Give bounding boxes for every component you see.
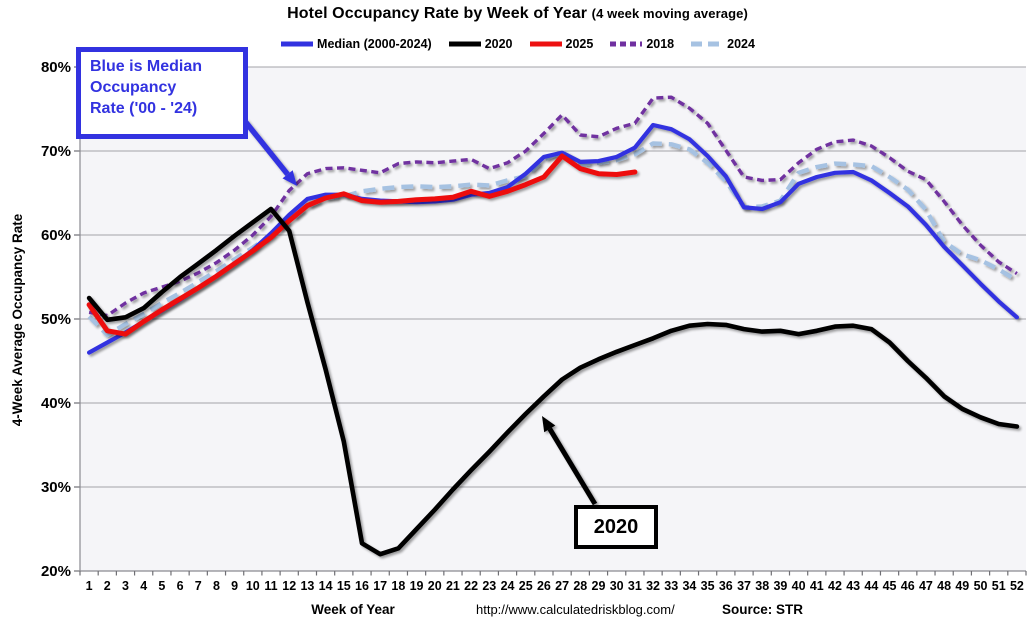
svg-text:50%: 50% xyxy=(41,311,71,328)
svg-text:28: 28 xyxy=(573,579,587,593)
page-title: Hotel Occupancy Rate by Week of Year (4 … xyxy=(0,5,1035,23)
svg-text:35: 35 xyxy=(701,579,715,593)
svg-text:36: 36 xyxy=(719,579,733,593)
svg-text:21: 21 xyxy=(446,579,460,593)
svg-text:2: 2 xyxy=(104,579,111,593)
x-axis-labels: 1 2 3 4 5 6 7 8 9 10 11 12 13 14 15 16 17 18 19 20 21 22 23 24 2… xyxy=(86,579,1024,593)
svg-text:49: 49 xyxy=(955,579,969,593)
svg-text:5: 5 xyxy=(158,579,165,593)
series-line-2018 xyxy=(88,95,1018,318)
svg-text:8: 8 xyxy=(213,579,220,593)
svg-text:32: 32 xyxy=(646,579,660,593)
svg-text:20%: 20% xyxy=(41,563,71,580)
x-axis-ticks xyxy=(79,571,1027,576)
svg-text:43: 43 xyxy=(846,579,860,593)
legend-swatch-2024 xyxy=(691,41,724,47)
svg-text:38: 38 xyxy=(755,579,769,593)
y-axis-labels: 80% 70% 60% 50% 40% 30% 20% xyxy=(41,59,71,580)
svg-text:6: 6 xyxy=(177,579,184,593)
chart-legend: Median (2000-2024) 2020 2025 2018 2024 xyxy=(15,37,1020,51)
svg-text:60%: 60% xyxy=(41,227,71,244)
covid-2020-note-box: 2020 xyxy=(574,505,658,549)
svg-text:18: 18 xyxy=(391,579,405,593)
svg-text:9: 9 xyxy=(231,579,238,593)
legend-swatch-2018 xyxy=(610,41,643,47)
svg-text:39: 39 xyxy=(773,579,787,593)
svg-text:17: 17 xyxy=(373,579,387,593)
svg-text:14: 14 xyxy=(319,579,333,593)
source-url: http://www.calculatedriskblog.com/ xyxy=(476,602,675,617)
legend-swatch-2025 xyxy=(529,41,562,47)
svg-text:47: 47 xyxy=(919,579,933,593)
legend-item-2025: 2025 xyxy=(529,37,594,51)
svg-text:40%: 40% xyxy=(41,395,71,412)
svg-text:52: 52 xyxy=(1010,579,1024,593)
svg-text:16: 16 xyxy=(355,579,369,593)
chart-title-main: Hotel Occupancy Rate by Week of Year xyxy=(287,5,588,22)
source-label: Source: STR xyxy=(722,602,804,617)
svg-text:44: 44 xyxy=(864,579,878,593)
svg-text:42: 42 xyxy=(828,579,842,593)
svg-text:51: 51 xyxy=(992,579,1006,593)
svg-text:40: 40 xyxy=(792,579,806,593)
svg-text:11: 11 xyxy=(264,579,277,593)
legend-label-2024: 2024 xyxy=(727,37,755,51)
legend-item-2020: 2020 xyxy=(448,37,513,51)
svg-text:13: 13 xyxy=(300,579,314,593)
legend-swatch-median-2000-2024 xyxy=(281,41,314,47)
series-lines xyxy=(86,95,1020,557)
svg-text:27: 27 xyxy=(555,579,569,593)
svg-text:25: 25 xyxy=(519,579,533,593)
legend-label-2018: 2018 xyxy=(646,37,675,51)
median-note-box: Blue is Median Occupancy Rate ('00 - '24… xyxy=(76,47,248,139)
svg-text:26: 26 xyxy=(537,579,551,593)
legend-label-2020: 2020 xyxy=(484,37,513,51)
svg-text:19: 19 xyxy=(410,579,424,593)
covid-2020-arrow xyxy=(542,416,598,506)
series-line-2025 xyxy=(86,153,638,337)
svg-text:4: 4 xyxy=(140,579,147,593)
annotation-arrows xyxy=(241,118,598,506)
svg-text:34: 34 xyxy=(682,579,696,593)
chart-title-paren: (4 week moving average) xyxy=(591,6,748,21)
series-line-2020 xyxy=(86,206,1020,557)
median-note-arrow xyxy=(241,118,297,186)
svg-text:37: 37 xyxy=(737,579,751,593)
svg-text:3: 3 xyxy=(122,579,129,593)
svg-text:30: 30 xyxy=(610,579,624,593)
svg-text:31: 31 xyxy=(628,579,642,593)
svg-text:22: 22 xyxy=(464,579,478,593)
svg-text:24: 24 xyxy=(501,579,515,593)
legend-item-2024: 2024 xyxy=(690,37,755,51)
svg-text:15: 15 xyxy=(337,579,351,593)
y-axis-title: 4-Week Average Occupancy Rate xyxy=(10,213,25,426)
svg-text:80%: 80% xyxy=(41,59,71,76)
svg-text:1: 1 xyxy=(86,579,93,593)
svg-text:29: 29 xyxy=(592,579,606,593)
svg-text:20: 20 xyxy=(428,579,442,593)
svg-text:10: 10 xyxy=(246,579,260,593)
svg-text:48: 48 xyxy=(937,579,951,593)
legend-swatch-2020 xyxy=(448,41,481,47)
legend-item-median-2000-2024: Median (2000-2024) xyxy=(280,37,432,51)
svg-text:12: 12 xyxy=(282,579,296,593)
svg-text:23: 23 xyxy=(482,579,496,593)
legend-item-2018: 2018 xyxy=(609,37,674,51)
svg-text:45: 45 xyxy=(883,579,897,593)
x-axis-title: Week of Year xyxy=(311,602,395,617)
svg-text:33: 33 xyxy=(664,579,678,593)
svg-text:70%: 70% xyxy=(41,143,71,160)
svg-text:50: 50 xyxy=(974,579,988,593)
legend-label-median-2000-2024: Median (2000-2024) xyxy=(317,37,432,51)
svg-text:7: 7 xyxy=(195,579,202,593)
svg-text:41: 41 xyxy=(810,579,824,593)
svg-text:30%: 30% xyxy=(41,479,71,496)
svg-text:46: 46 xyxy=(901,579,915,593)
legend-label-2025: 2025 xyxy=(565,37,594,51)
